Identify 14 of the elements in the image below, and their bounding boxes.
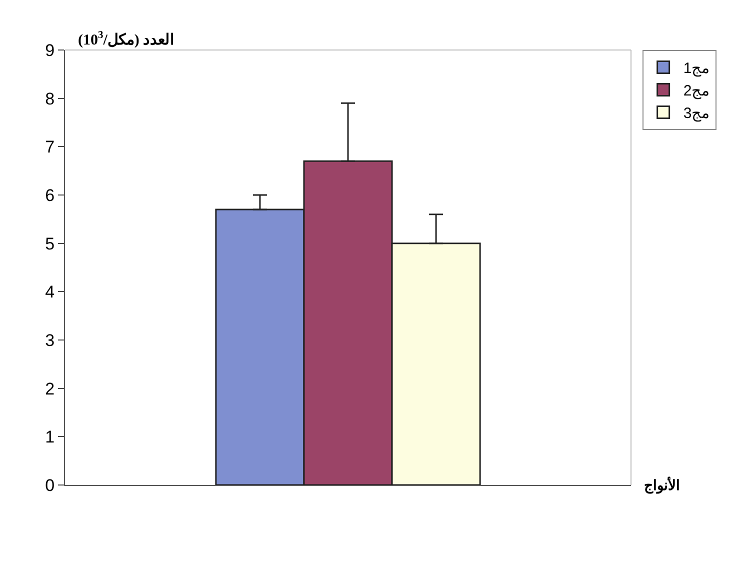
y-tick-label: 2	[45, 379, 55, 398]
y-tick-label: 8	[45, 89, 55, 108]
legend-label: مج2	[683, 82, 710, 100]
y-tick-label: 3	[45, 330, 55, 350]
y-tick-label: 1	[45, 428, 55, 447]
y-tick-label: 4	[45, 282, 55, 302]
y-tick-label: 7	[45, 138, 55, 157]
legend-label: مج3	[683, 105, 710, 122]
legend-label: مج1	[683, 60, 710, 78]
x-axis-title: الأنواج	[644, 476, 680, 494]
y-tick-label: 6	[45, 186, 55, 205]
y-tick-label: 0	[45, 476, 55, 495]
y-tick-label: 9	[45, 40, 55, 60]
y-tick-label: 5	[45, 234, 55, 254]
